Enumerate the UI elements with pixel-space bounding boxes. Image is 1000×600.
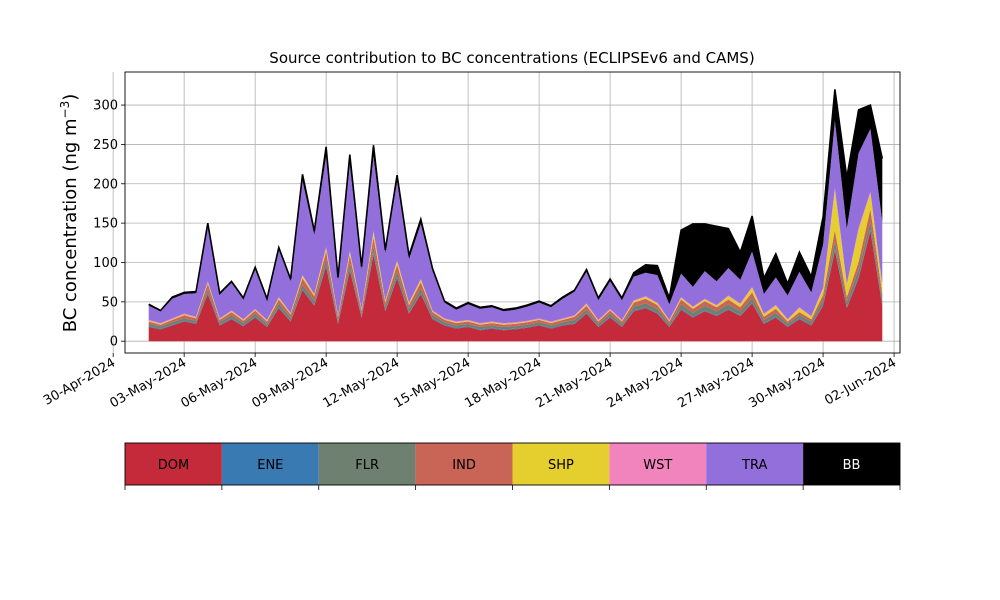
- y-tick-label: 100: [93, 256, 118, 271]
- legend-swatch-wst: [609, 443, 707, 485]
- y-tick-label: 200: [93, 177, 118, 192]
- x-tick-label: 24-May-2024: [604, 355, 686, 411]
- legend-label-dom: DOM: [158, 458, 189, 473]
- stacked-areas: [148, 89, 884, 342]
- x-tick-label: 30-Apr-2024: [41, 355, 118, 408]
- x-tick-label: 06-May-2024: [178, 355, 260, 411]
- legend-swatch-ene: [221, 443, 319, 485]
- y-axis-label-superscript: −3: [58, 101, 72, 119]
- total-outline: [148, 89, 884, 312]
- area-tra: [148, 120, 883, 324]
- x-tick-label: 21-May-2024: [533, 355, 615, 411]
- y-tick-label: 50: [101, 295, 118, 310]
- legend-swatch-bb: [803, 443, 900, 485]
- plot-frame: [124, 71, 901, 354]
- y-tick-label: 150: [93, 217, 118, 232]
- legend-swatch-flr: [318, 443, 416, 485]
- y-axis-label-main: BC concentration (ng m: [60, 118, 81, 332]
- legend-frame: [124, 442, 901, 486]
- legend-label-shp: SHP: [548, 458, 574, 473]
- legend-swatch-shp: [512, 443, 610, 485]
- axes: 0 50 100 150 200 250 300 30-Apr-202403-May-2024…: [41, 71, 901, 411]
- y-tick-label: 0: [110, 335, 118, 350]
- y-axis-label-suffix: ): [60, 94, 81, 101]
- legend-swatch-dom: [125, 443, 222, 485]
- legend-label-bb: BB: [843, 458, 861, 473]
- x-tick-label: 27-May-2024: [675, 355, 757, 411]
- area-bb: [148, 89, 883, 312]
- x-tick-label: 09-May-2024: [249, 355, 331, 411]
- chart-title: Source contribution to BC concentrations…: [269, 49, 754, 67]
- legend-label-tra: TRA: [741, 458, 767, 473]
- x-tick-label: 18-May-2024: [462, 355, 544, 411]
- area-dom: [148, 231, 883, 342]
- x-tick-label: 30-May-2024: [746, 355, 828, 411]
- x-tick-label: 03-May-2024: [107, 355, 189, 411]
- x-tick-label: 02-Jun-2024: [822, 355, 899, 408]
- legend-swatch-ind: [415, 443, 513, 485]
- y-tick-label: 300: [93, 99, 118, 114]
- x-tick-label: 12-May-2024: [320, 355, 402, 411]
- legend-label-wst: WST: [643, 458, 672, 473]
- x-tick-label: 15-May-2024: [391, 355, 473, 411]
- legend-label-ind: IND: [452, 458, 476, 473]
- legend-swatch-tra: [706, 443, 804, 485]
- legend-label-flr: FLR: [355, 458, 379, 473]
- y-axis-label: BC concentration (ng m−3): [58, 94, 81, 333]
- legend-label-ene: ENE: [257, 458, 283, 473]
- y-tick-label: 250: [93, 138, 118, 153]
- source-color-legend: DOM ENE FLR IND SHP WST TRA BB: [124, 442, 901, 490]
